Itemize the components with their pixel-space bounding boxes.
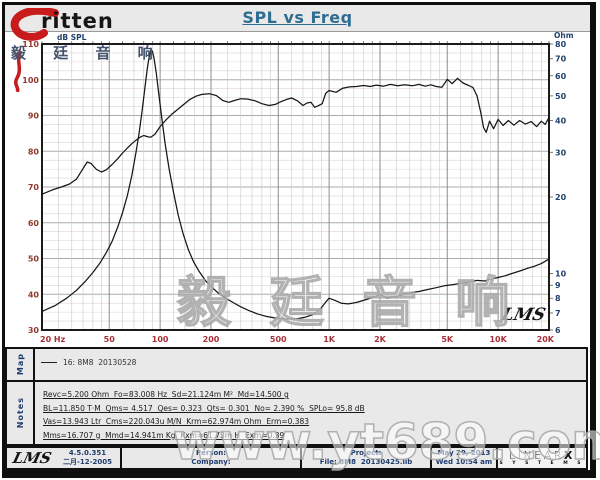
svg-text:6: 6 xyxy=(555,326,561,335)
app-build-date: 二月-12-2005 xyxy=(62,458,113,466)
svg-text:80: 80 xyxy=(28,147,40,156)
svg-text:70: 70 xyxy=(28,183,40,192)
svg-text:7: 7 xyxy=(555,309,561,318)
notes-line-1: Revc=5.200 Ohm Fo=83.008 Hz Sd=21.124m M… xyxy=(43,390,289,399)
right-axis-unit-label: Ohm xyxy=(554,31,574,40)
svg-text:9: 9 xyxy=(555,281,561,290)
notes-panel-label-cell: Notes xyxy=(7,382,35,444)
svg-text:2K: 2K xyxy=(374,335,387,344)
linearx-wordmark: LINEAR xyxy=(509,448,564,462)
lms-logo-footer: LMS xyxy=(10,448,54,467)
svg-text:20: 20 xyxy=(555,193,567,202)
svg-text:100: 100 xyxy=(152,335,169,344)
legend-entry-label: 16: 8M8 20130528 xyxy=(63,358,137,367)
map-panel: Map 16: 8M8 20130528 xyxy=(5,347,588,382)
report-date: May 29, 2013 xyxy=(437,449,491,457)
linearx-logo: LINEARX S Y S T E M S xyxy=(496,448,586,468)
svg-text:70: 70 xyxy=(555,55,567,64)
legend-line-sample-icon xyxy=(41,362,57,363)
svg-text:1K: 1K xyxy=(323,335,336,344)
file-name: File: 8M8 20130425.lib xyxy=(319,458,413,466)
notes-line-2: BL=11.850 T·M Qms= 4.517 Qes= 0.323 Qts=… xyxy=(43,403,365,413)
svg-text:40: 40 xyxy=(555,117,567,126)
linearx-x: X xyxy=(563,448,575,462)
spl-vs-freq-chart: 110 100 90 80 70 60 50 40 30 80 70 60 50 40 30 20 10 9 8 7 6… xyxy=(22,40,567,344)
map-panel-label-cell: Map xyxy=(7,349,35,380)
svg-text:60: 60 xyxy=(555,72,567,81)
svg-text:10K: 10K xyxy=(489,335,507,344)
linearx-systems: S Y S T E M S xyxy=(499,460,585,466)
svg-text:10: 10 xyxy=(555,270,567,279)
notes-line-4: Mms=16.707 g Mmd=14.941m Kg Kxm=61.73m H… xyxy=(43,430,285,440)
svg-text:110: 110 xyxy=(22,40,39,49)
notes-panel-body[interactable]: Revc=5.200 Ohm Fo=83.008 Hz Sd=21.124m M… xyxy=(35,382,586,444)
person-company-cell[interactable]: Person: Company: xyxy=(120,448,300,468)
svg-text:50: 50 xyxy=(28,255,40,264)
svg-text:5K: 5K xyxy=(441,335,454,344)
svg-text:100: 100 xyxy=(22,76,39,85)
app-version: 4.5.0.351 xyxy=(68,449,107,457)
brand-name: ritten xyxy=(41,9,114,33)
legend-entry[interactable]: 16: 8M8 20130528 xyxy=(41,358,136,367)
svg-text:500: 500 xyxy=(270,335,287,344)
version-cell: LMS 4.5.0.351 二月-12-2005 xyxy=(7,448,120,468)
map-panel-label: Map xyxy=(15,353,25,376)
status-bar: LMS 4.5.0.351 二月-12-2005 Person: Company… xyxy=(5,446,588,470)
svg-text:30: 30 xyxy=(555,148,567,157)
project-file-cell[interactable]: Project: File: 8M8 20130425.lib xyxy=(300,448,430,468)
notes-panel-label: Notes xyxy=(15,397,25,429)
lms-logo-chart: LMS xyxy=(499,305,548,325)
svg-text:8: 8 xyxy=(555,294,561,303)
report-time: Wed 10:54 am xyxy=(435,458,493,466)
map-panel-body[interactable]: 16: 8M8 20130528 xyxy=(35,349,586,380)
datetime-cell: May 29, 2013 Wed 10:54 am xyxy=(430,448,496,468)
svg-text:30: 30 xyxy=(28,326,40,335)
svg-text:60: 60 xyxy=(28,219,40,228)
project-label: Project: xyxy=(350,449,382,457)
svg-text:20 Hz: 20 Hz xyxy=(40,335,66,344)
logo-e-swoosh-icon xyxy=(10,8,59,92)
person-label: Person: xyxy=(195,449,227,457)
svg-text:50: 50 xyxy=(555,92,567,101)
chart-title: SPL vs Freq xyxy=(242,8,353,27)
brand-subtitle: 毅 廷 音 响 xyxy=(11,44,164,62)
svg-text:200: 200 xyxy=(203,335,220,344)
svg-text:20K: 20K xyxy=(537,335,555,344)
notes-panel: Notes Revc=5.200 Ohm Fo=83.008 Hz Sd=21.… xyxy=(5,380,588,446)
svg-text:40: 40 xyxy=(28,290,40,299)
svg-text:50: 50 xyxy=(104,335,116,344)
curve-spl xyxy=(41,77,550,195)
company-label: Company: xyxy=(191,458,231,466)
svg-text:80: 80 xyxy=(555,40,567,49)
title-bar: SPL vs Freq xyxy=(5,5,590,32)
left-axis-unit-label: dB SPL xyxy=(57,33,87,42)
svg-text:90: 90 xyxy=(28,112,40,121)
notes-line-3: Vas=13.943 Ltr Cms=220.043u M/N Krm=62.9… xyxy=(43,417,310,426)
curve-impedance xyxy=(41,49,550,320)
brand-logo: ritten 毅 廷 音 响 xyxy=(7,6,197,92)
